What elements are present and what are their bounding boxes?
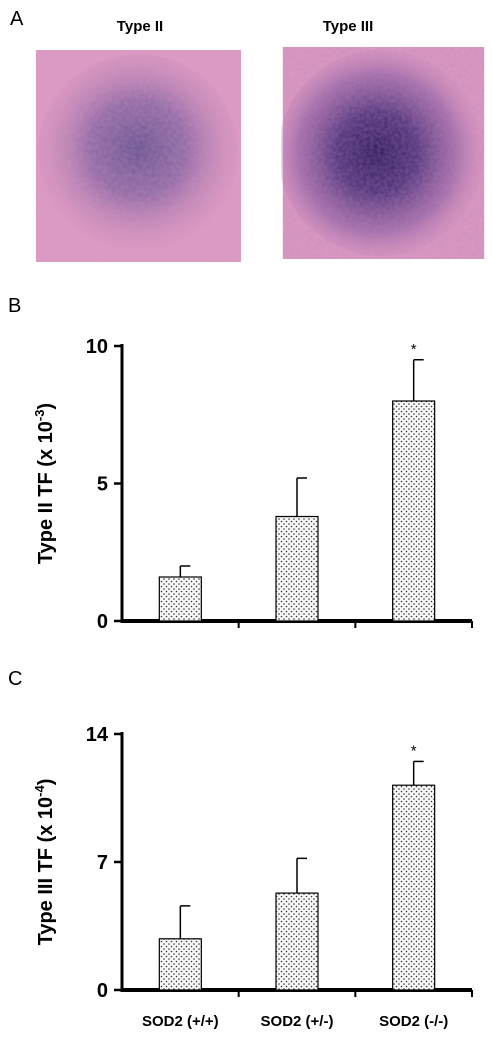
bar bbox=[275, 515, 319, 622]
panel-c-label: C bbox=[8, 668, 23, 690]
significance-mark: * bbox=[411, 341, 417, 358]
y-tick-label: 14 bbox=[86, 724, 109, 746]
panel-b-label: B bbox=[8, 295, 22, 317]
category-label: SOD2 (+/+) bbox=[142, 1013, 219, 1030]
bar bbox=[275, 892, 319, 991]
chart-type-ii-tf: 0 5 10 * Type II TF (x 10-3) bbox=[32, 336, 473, 633]
category-label: SOD2 (+/-) bbox=[261, 1013, 334, 1030]
bar bbox=[158, 576, 202, 622]
y-tick-label: 10 bbox=[86, 336, 108, 358]
micrograph-type-ii bbox=[36, 50, 241, 262]
y-axis-label: Type III TF (x 10-4) bbox=[32, 779, 57, 946]
significance-mark: * bbox=[411, 742, 417, 759]
panel-a-label: A bbox=[10, 8, 24, 30]
micrograph-type-iii bbox=[281, 47, 485, 259]
micrograph-title-type-iii: Type III bbox=[322, 18, 374, 35]
y-tick-label: 7 bbox=[97, 852, 108, 874]
y-tick-label: 0 bbox=[97, 611, 108, 633]
bar bbox=[392, 784, 436, 991]
y-tick-label: 5 bbox=[97, 474, 108, 496]
y-axis-label: Type II TF (x 10-3) bbox=[32, 403, 57, 564]
category-label: SOD2 (-/-) bbox=[379, 1013, 448, 1030]
bar bbox=[392, 400, 436, 622]
chart-type-iii-tf: 0 7 14 SOD2 (+/+) SOD2 (+/-) * SOD2 (-/-) Type … bbox=[32, 724, 473, 1030]
bar bbox=[158, 938, 202, 991]
y-tick-label: 0 bbox=[97, 980, 108, 1002]
micrograph-title-type-ii: Type II bbox=[116, 18, 164, 35]
